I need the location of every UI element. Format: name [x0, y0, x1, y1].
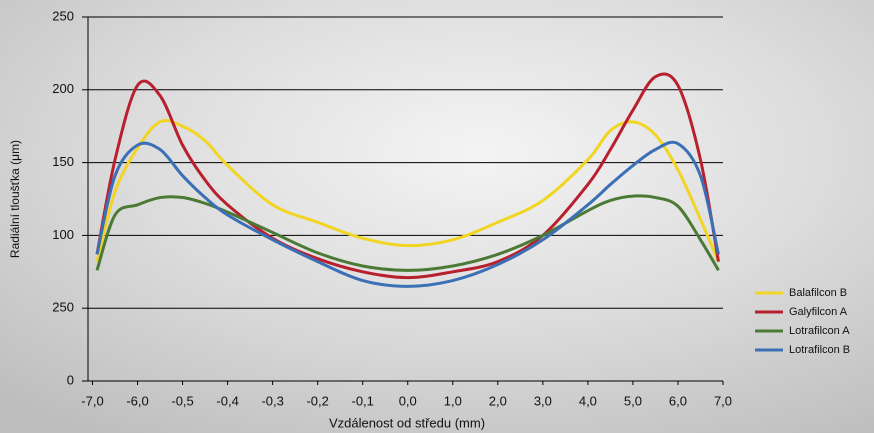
y-tick-label: 250 [52, 8, 74, 23]
x-tick-label: 2,0 [489, 393, 507, 408]
x-tick-label: 7,0 [714, 393, 732, 408]
x-tick-label: -6,0 [126, 393, 148, 408]
legend-label: Balafilcon B [789, 287, 847, 299]
x-tick-label: -0,5 [171, 393, 193, 408]
chart: Vzdálenost od středu (mm) Radiální tlouš… [0, 0, 874, 433]
y-axis-label: Radiální tloušťka (μm) [8, 140, 22, 258]
x-tick-label: 5,0 [624, 393, 642, 408]
y-tick-label: 150 [52, 154, 74, 169]
y-tick-label: 0 [67, 372, 74, 387]
x-tick-label: -0,3 [261, 393, 283, 408]
legend-label: Lotrafilcon B [789, 344, 850, 356]
x-tick-label: 3,0 [534, 393, 552, 408]
x-tick-label: 6,0 [669, 393, 687, 408]
legend-label: Galyfilcon A [789, 306, 848, 318]
x-tick-label: -0,4 [216, 393, 238, 408]
y-tick-label: 200 [52, 81, 74, 96]
x-tick-label: -0,1 [352, 393, 374, 408]
x-axis-label: Vzdálenost od středu (mm) [329, 415, 485, 430]
y-tick-label: 250 [52, 300, 74, 315]
x-tick-label: 4,0 [579, 393, 597, 408]
x-tick-label: 1,0 [444, 393, 462, 408]
legend-label: Lotrafilcon A [789, 325, 850, 337]
x-tick-label: -7,0 [81, 393, 103, 408]
x-tick-label: -0,2 [306, 393, 328, 408]
y-tick-label: 100 [52, 227, 74, 242]
x-tick-label: 0,0 [399, 393, 417, 408]
background [0, 0, 874, 433]
